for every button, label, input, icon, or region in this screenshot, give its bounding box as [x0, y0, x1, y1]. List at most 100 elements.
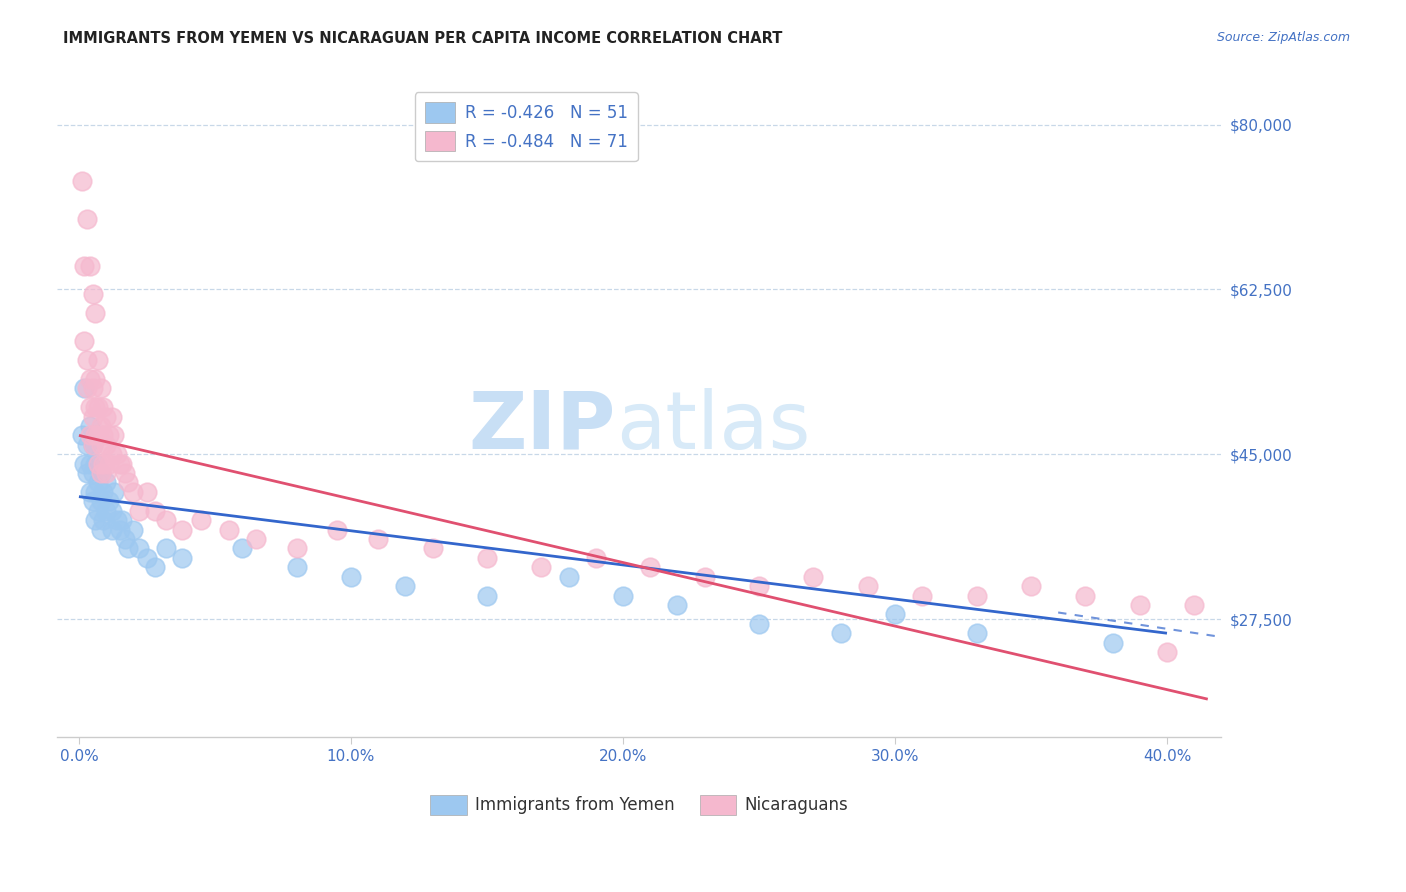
Point [94, 475, 117, 490]
Point [117, 541, 139, 556]
Point [748, 579, 770, 593]
Point [1182, 598, 1205, 612]
Point [856, 579, 879, 593]
Point [87, 428, 110, 442]
Point [76, 211, 98, 226]
Point [422, 541, 444, 556]
Point [190, 513, 212, 527]
Point [326, 523, 349, 537]
Point [97, 428, 120, 442]
Point [100, 447, 122, 461]
Point [73, 259, 96, 273]
Point [87, 504, 110, 518]
Point [79, 400, 101, 414]
Point [93, 400, 115, 414]
Point [117, 475, 139, 490]
Point [73, 457, 96, 471]
Point [94, 466, 117, 480]
Point [966, 589, 988, 603]
Point [84, 428, 107, 442]
Point [693, 570, 716, 584]
Point [285, 541, 308, 556]
Point [79, 419, 101, 434]
Point [79, 259, 101, 273]
Point [245, 532, 267, 546]
Point [76, 438, 98, 452]
Point [100, 409, 122, 424]
Point [475, 550, 498, 565]
Point [79, 484, 101, 499]
Point [82, 287, 104, 301]
Point [143, 504, 166, 518]
Point [111, 513, 134, 527]
Point [1019, 579, 1042, 593]
Point [128, 504, 150, 518]
Legend: Immigrants from Yemen, Nicaraguans: Immigrants from Yemen, Nicaraguans [423, 788, 855, 822]
Point [90, 466, 112, 480]
Point [73, 381, 96, 395]
Point [82, 381, 104, 395]
Point [90, 494, 112, 508]
Point [97, 457, 120, 471]
Point [87, 475, 110, 490]
Point [155, 541, 177, 556]
Point [105, 513, 128, 527]
Point [1156, 645, 1178, 659]
Point [103, 428, 125, 442]
Point [585, 550, 607, 565]
Point [87, 400, 110, 414]
Point [79, 428, 101, 442]
Point [801, 570, 824, 584]
Point [94, 438, 117, 452]
Point [87, 457, 110, 471]
Point [136, 550, 159, 565]
Point [90, 438, 112, 452]
Point [94, 504, 117, 518]
Point [557, 570, 579, 584]
Point [84, 513, 107, 527]
Point [114, 466, 136, 480]
Point [76, 381, 98, 395]
Text: atlas: atlas [616, 388, 810, 466]
Point [79, 457, 101, 471]
Point [638, 560, 661, 574]
Point [394, 579, 416, 593]
Point [90, 466, 112, 480]
Point [73, 334, 96, 349]
Point [84, 400, 107, 414]
Point [90, 523, 112, 537]
Point [218, 523, 240, 537]
Point [367, 532, 389, 546]
Point [748, 616, 770, 631]
Point [84, 306, 107, 320]
Point [285, 560, 308, 574]
Point [108, 523, 131, 537]
Point [70, 428, 93, 442]
Point [155, 513, 177, 527]
Point [108, 457, 131, 471]
Point [1074, 589, 1097, 603]
Point [122, 484, 145, 499]
Point [340, 570, 363, 584]
Point [530, 560, 553, 574]
Point [82, 438, 104, 452]
Point [87, 353, 110, 368]
Point [1129, 598, 1152, 612]
Point [111, 457, 134, 471]
Point [103, 484, 125, 499]
Point [172, 523, 194, 537]
Point [966, 626, 988, 640]
Point [475, 589, 498, 603]
Point [1101, 635, 1123, 649]
Point [76, 466, 98, 480]
Point [82, 494, 104, 508]
Point [93, 513, 115, 527]
Point [100, 504, 122, 518]
Point [128, 541, 150, 556]
Point [70, 174, 93, 188]
Point [105, 447, 128, 461]
Point [82, 466, 104, 480]
Point [82, 438, 104, 452]
Point [84, 457, 107, 471]
Point [93, 428, 115, 442]
